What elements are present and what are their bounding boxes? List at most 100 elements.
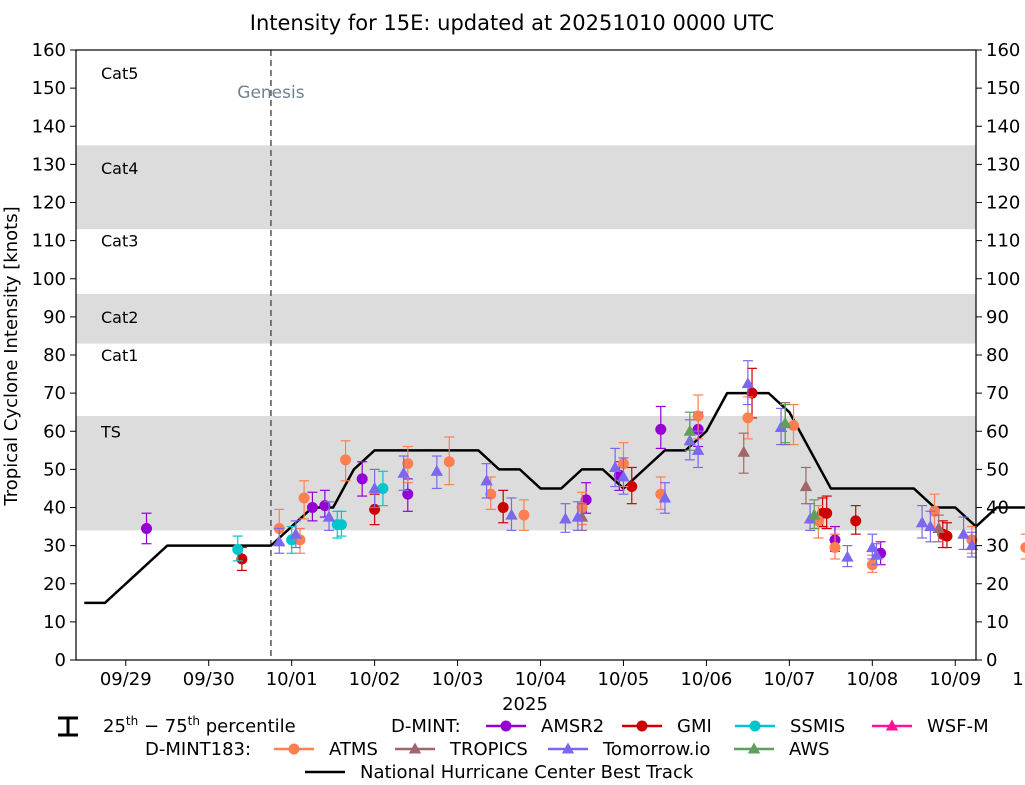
- point-marker: [141, 522, 153, 534]
- point-marker: [402, 458, 414, 470]
- point-marker: [741, 377, 755, 389]
- point-marker: [1020, 542, 1025, 553]
- legend-entry-atms: ATMS: [274, 739, 378, 760]
- point-marker: [335, 519, 347, 531]
- y-tick-label-right: 140: [986, 116, 1020, 137]
- point-marker: [232, 543, 244, 555]
- genesis-marker: Genesis: [237, 50, 305, 660]
- legend: 25th − 75th percentile D-MINT: D-MINT183…: [58, 714, 989, 783]
- point-tomorrow-io: [870, 543, 883, 566]
- y-tick-label: 40: [43, 498, 66, 519]
- y-tick-label: 130: [32, 154, 66, 175]
- point-tomorrow-io: [289, 520, 302, 549]
- point-tomorrow-io: [505, 497, 518, 531]
- point-tomorrow-io: [841, 545, 854, 568]
- point-ssmis: [335, 510, 347, 537]
- x-tick-label: 10/06: [680, 669, 732, 690]
- data-points: [141, 360, 1025, 573]
- legend-label: SSMIS: [790, 716, 845, 737]
- point-marker: [870, 548, 883, 560]
- legend-entry-amsr2: AMSR2: [486, 716, 604, 737]
- point-atms: [788, 403, 800, 446]
- point-marker: [369, 503, 381, 515]
- point-marker: [808, 508, 821, 520]
- point-tomorrow-io: [658, 482, 672, 514]
- legend-best-track-label: National Hurricane Center Best Track: [360, 762, 694, 783]
- point-marker: [626, 481, 638, 493]
- category-label: Cat3: [101, 232, 138, 251]
- point-marker: [288, 743, 300, 755]
- legend-entry-wsf-m: WSF-M: [872, 716, 989, 737]
- legend-dmint183-label: D-MINT183:: [145, 739, 251, 760]
- point-amsr2: [141, 512, 153, 545]
- x-tick-label: 10/09: [929, 669, 981, 690]
- y-tick-label: 30: [43, 536, 66, 557]
- point-tomorrow-io: [608, 447, 622, 488]
- point-tropics: [737, 432, 750, 474]
- point-marker: [749, 720, 761, 732]
- chart-title: Intensity for 15E: updated at 20251010 0…: [250, 11, 774, 35]
- plot-area: TS Cat1 Cat2 Cat3 Cat4 Cat5 Genesis: [75, 49, 1025, 661]
- point-marker: [368, 481, 381, 493]
- point-aws: [779, 403, 792, 444]
- point-marker: [841, 550, 854, 562]
- point-marker: [500, 720, 512, 732]
- y-tick-label-right: 70: [986, 383, 1009, 404]
- point-marker: [402, 488, 414, 500]
- x-tick-label: 10/03: [432, 669, 484, 690]
- point-amsr2: [306, 491, 318, 522]
- x-tick-label: 09/29: [100, 669, 152, 690]
- point-aws: [683, 411, 696, 451]
- point-tomorrow-io: [924, 510, 937, 543]
- point-marker: [636, 720, 648, 732]
- legend-label: ATMS: [329, 739, 378, 760]
- legend-percentile-label: 25th − 75th percentile: [103, 714, 296, 737]
- point-marker: [746, 387, 758, 399]
- y-tick-label: 160: [32, 40, 66, 61]
- point-marker: [273, 535, 286, 547]
- y-tick-label: 20: [43, 574, 66, 595]
- legend-label: Tomorrow.io: [602, 739, 710, 760]
- point-marker: [236, 553, 248, 565]
- point-marker: [799, 480, 813, 492]
- point-marker: [443, 456, 455, 468]
- point-ssmis: [377, 470, 389, 507]
- point-marker: [356, 473, 368, 485]
- y-tick-label: 50: [43, 459, 66, 480]
- point-marker: [485, 488, 497, 500]
- point-marker: [298, 492, 310, 504]
- point-tomorrow-io: [741, 360, 755, 406]
- point-amsr2: [356, 461, 368, 497]
- y-tick-label-right: 120: [986, 193, 1020, 214]
- point-atms: [518, 499, 530, 531]
- point-marker: [915, 516, 929, 528]
- legend-entry-ssmis: SSMIS: [735, 716, 845, 737]
- x-tick-label: 10/02: [349, 669, 401, 690]
- point-gmi: [497, 489, 509, 524]
- category-label: TS: [100, 422, 121, 441]
- y-tick-label-right: 80: [986, 345, 1009, 366]
- point-marker: [319, 500, 331, 512]
- point-marker: [340, 454, 352, 466]
- point-marker: [850, 515, 862, 527]
- point-marker: [788, 420, 800, 432]
- y-tick-label-right: 160: [986, 40, 1020, 61]
- legend-label: AWS: [789, 739, 830, 760]
- point-marker: [559, 512, 572, 524]
- best-track-series: [84, 391, 1025, 605]
- plot-frame: [75, 49, 977, 661]
- category-label: Cat4: [101, 159, 138, 178]
- point-gmi: [941, 522, 953, 549]
- y-tick-label-right: 110: [986, 231, 1020, 252]
- y-tick-label-right: 40: [986, 498, 1009, 519]
- point-marker: [692, 410, 704, 422]
- point-atms: [340, 440, 352, 482]
- x-tick-label: 10/05: [598, 669, 650, 690]
- point-marker: [655, 423, 667, 435]
- point-marker: [571, 510, 585, 522]
- point-marker: [691, 443, 705, 455]
- y-tick-label-right: 10: [986, 612, 1009, 633]
- x-axis-label: 2025: [502, 694, 548, 715]
- category-label: Cat1: [101, 346, 138, 365]
- point-ssmis: [232, 535, 244, 562]
